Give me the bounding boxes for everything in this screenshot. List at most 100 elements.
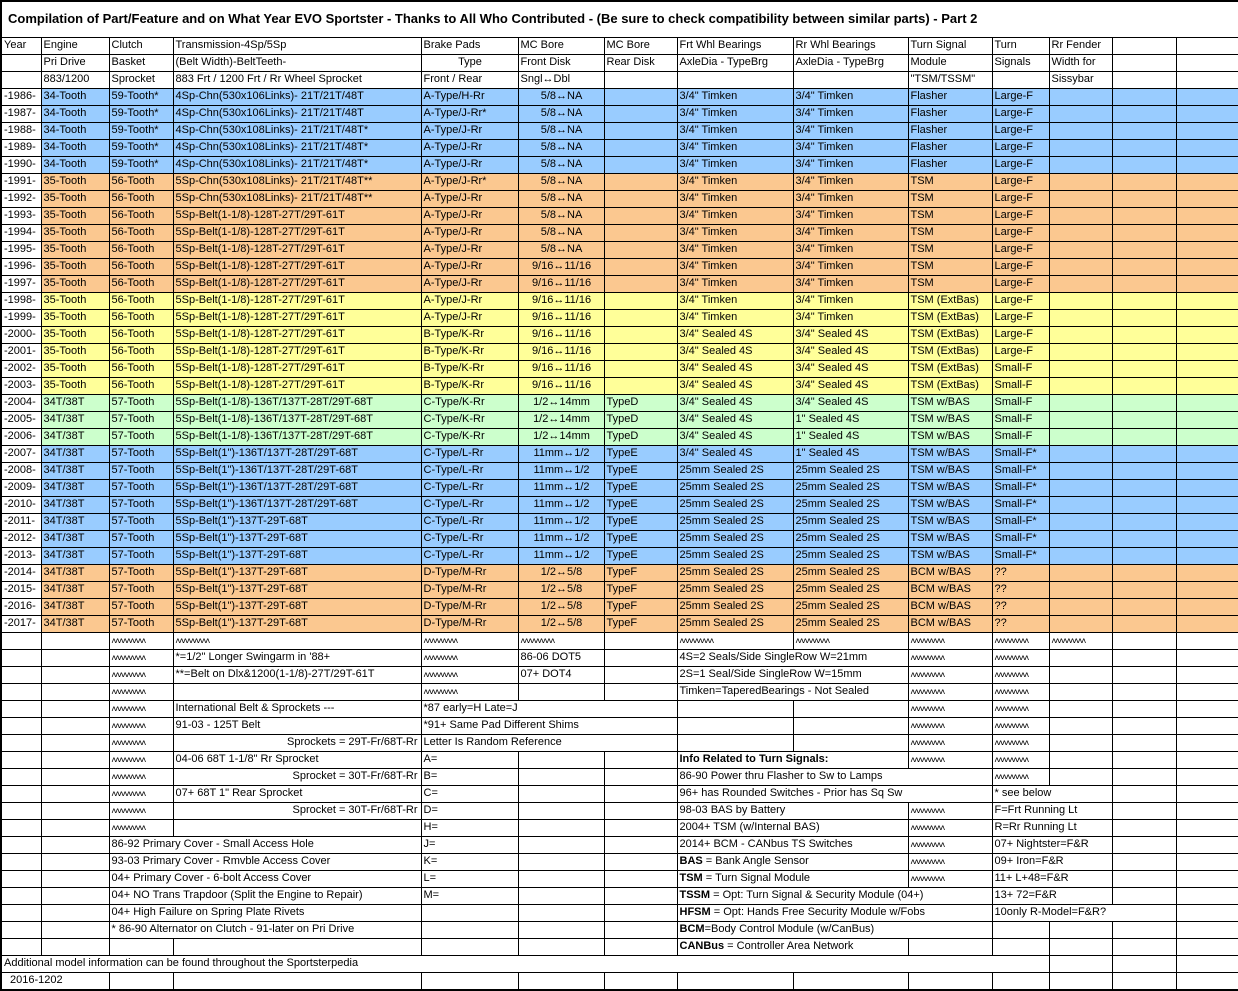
note-row: 93-03 Primary Cover - Rmvble Access Cove…	[0, 852, 1238, 871]
cell-mcf: 9/16↔11/16	[517, 257, 605, 276]
col-header: Sprocket	[108, 70, 174, 89]
empty-cell	[172, 818, 422, 837]
empty-cell	[1175, 376, 1238, 395]
cell-mcr	[603, 189, 678, 208]
empty-cell	[40, 818, 110, 837]
empty-cell	[1175, 801, 1238, 820]
empty-cell	[1048, 444, 1113, 463]
cell-rr: 3/4" Timken	[792, 291, 909, 310]
note-cell: BAS = Bank Angle Sensor	[676, 852, 909, 871]
cell-tsm: TSM w/BAS	[907, 410, 993, 429]
empty-cell	[1175, 954, 1238, 973]
empty-cell	[676, 716, 794, 735]
year-cell: -1994-	[0, 223, 42, 242]
year-row: -1993- 35-Tooth 56-Tooth 5Sp-Belt(1-1/8)-12…	[0, 206, 1238, 225]
cell-trans: 5Sp-Belt(1")-137T-29T-68T	[172, 614, 422, 633]
empty-cell	[40, 665, 110, 684]
year-cell: -2008-	[0, 461, 42, 480]
cell-trans: 5Sp-Belt(1")-137T-29T-68T	[172, 546, 422, 565]
year-cell: -1998-	[0, 291, 42, 310]
empty-cell	[1111, 427, 1177, 446]
squiggle-mark: ʌʌʌʌʌʌʌʌʌ	[907, 665, 993, 684]
cell-mcr	[603, 359, 678, 378]
cell-tsm: TSM (ExtBas)	[907, 376, 993, 395]
cell-engine: 34T/38T	[40, 512, 110, 531]
col-header: Clutch	[108, 36, 174, 55]
cell-brake: C-Type/L-Rr	[420, 478, 519, 497]
empty-cell	[1111, 325, 1177, 344]
col-header: Sngl↔Dbl	[517, 70, 605, 89]
col-header	[1175, 70, 1238, 89]
empty-cell	[1111, 631, 1177, 650]
empty-cell	[1111, 580, 1177, 599]
note-row: CANBus = Controller Area Network	[0, 937, 1238, 956]
year-row: -1992- 35-Tooth 56-Tooth 5Sp-Chn(530x108Lin…	[0, 189, 1238, 208]
cell-rr: 25mm Sealed 2S	[792, 495, 909, 514]
cell-turn: Small-F*	[991, 529, 1050, 548]
cell-trans: 5Sp-Belt(1-1/8)-128T-27T/29T-61T	[172, 257, 422, 276]
cell-tsm: TSM (ExtBas)	[907, 291, 993, 310]
cell-tsm: Flasher	[907, 87, 993, 106]
note-cell: 09+ Iron=F&R	[991, 852, 1113, 871]
squiggle-mark: ʌʌʌʌʌʌʌʌʌ	[991, 665, 1050, 684]
empty-cell	[603, 835, 678, 854]
empty-cell	[108, 937, 174, 956]
year-cell: -1992-	[0, 189, 42, 208]
cell-trans: 5Sp-Belt(1")-136T/137T-28T/29T-68T	[172, 478, 422, 497]
squiggle-mark: ʌʌʌʌʌʌʌʌʌ	[108, 801, 174, 820]
cell-mcf: 5/8↔NA	[517, 87, 605, 106]
cell-trans: 5Sp-Belt(1-1/8)-136T/137T-28T/29T-68T	[172, 393, 422, 412]
cell-turn: ??	[991, 614, 1050, 633]
cell-mcf: 11mm↔1/2	[517, 478, 605, 497]
cell-brake: C-Type/L-Rr	[420, 512, 519, 531]
empty-cell	[603, 665, 678, 684]
cell-frt: 3/4" Timken	[676, 104, 794, 123]
cell-brake: B-Type/K-Rr	[420, 325, 519, 344]
year-cell: -1991-	[0, 172, 42, 191]
cell-trans: 5Sp-Belt(1-1/8)-128T-27T/29T-61T	[172, 240, 422, 259]
cell-rr: 3/4" Timken	[792, 87, 909, 106]
cell-brake: A-Type/J-Rr	[420, 206, 519, 225]
empty-cell	[1175, 257, 1238, 276]
note-cell: A=	[420, 750, 519, 769]
empty-cell	[1175, 104, 1238, 123]
cell-rr: 25mm Sealed 2S	[792, 512, 909, 531]
cell-tsm: BCM w/BAS	[907, 614, 993, 633]
col-header: 883/1200	[40, 70, 110, 89]
empty-cell	[1048, 733, 1113, 752]
cell-brake: A-Type/J-Rr	[420, 189, 519, 208]
note-cell: TSSM = Opt: Turn Signal & Security Modul…	[676, 886, 993, 905]
header-row-2: Pri Drive Basket (Belt Width)-BeltTeeth- Ty…	[0, 53, 1238, 72]
cell-clutch: 56-Tooth	[108, 308, 174, 327]
empty-cell	[1111, 155, 1177, 174]
cell-trans: 4Sp-Chn(530x108Links)- 21T/21T/48T*	[172, 155, 422, 174]
note-cell: 13+ 72=F&R	[991, 886, 1113, 905]
col-header: AxleDia - TypeBrg	[792, 53, 909, 72]
cell-mcr: TypeE	[603, 495, 678, 514]
cell-tsm: Flasher	[907, 121, 993, 140]
empty-cell	[517, 903, 605, 922]
year-cell: -1989-	[0, 138, 42, 157]
col-header: MC Bore	[517, 36, 605, 55]
cell-tsm: TSM (ExtBas)	[907, 308, 993, 327]
squiggle-mark: ʌʌʌʌʌʌʌʌʌ	[108, 818, 174, 837]
empty-cell	[1111, 869, 1177, 888]
empty-cell	[0, 648, 42, 667]
empty-cell	[172, 682, 422, 701]
empty-cell	[1175, 342, 1238, 361]
cell-trans: 5Sp-Belt(1-1/8)-128T-27T/29T-61T	[172, 308, 422, 327]
cell-rr: 3/4" Sealed 4S	[792, 342, 909, 361]
year-row: -1996- 35-Tooth 56-Tooth 5Sp-Belt(1-1/8)-12…	[0, 257, 1238, 276]
cell-rr: 3/4" Timken	[792, 172, 909, 191]
cell-brake: A-Type/J-Rr	[420, 291, 519, 310]
cell-engine: 34-Tooth	[40, 104, 110, 123]
cell-mcr	[603, 376, 678, 395]
empty-cell	[0, 903, 42, 922]
cell-engine: 34-Tooth	[40, 155, 110, 174]
year-cell: -2017-	[0, 614, 42, 633]
cell-turn: Large-F	[991, 189, 1050, 208]
note-cell: R=Rr Running Lt	[991, 818, 1113, 837]
empty-cell	[1111, 138, 1177, 157]
cell-brake: A-Type/J-Rr*	[420, 104, 519, 123]
cell-turn: Small-F	[991, 376, 1050, 395]
